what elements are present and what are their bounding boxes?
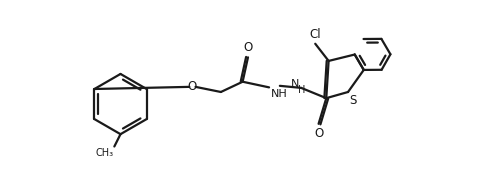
Text: N: N [291, 79, 300, 89]
Text: CH₃: CH₃ [96, 148, 114, 158]
Text: H: H [298, 85, 305, 95]
Text: O: O [188, 80, 197, 93]
Text: Cl: Cl [309, 28, 321, 41]
Text: NH: NH [271, 89, 287, 99]
Text: O: O [314, 127, 323, 140]
Text: S: S [349, 94, 357, 106]
Text: O: O [243, 41, 252, 54]
